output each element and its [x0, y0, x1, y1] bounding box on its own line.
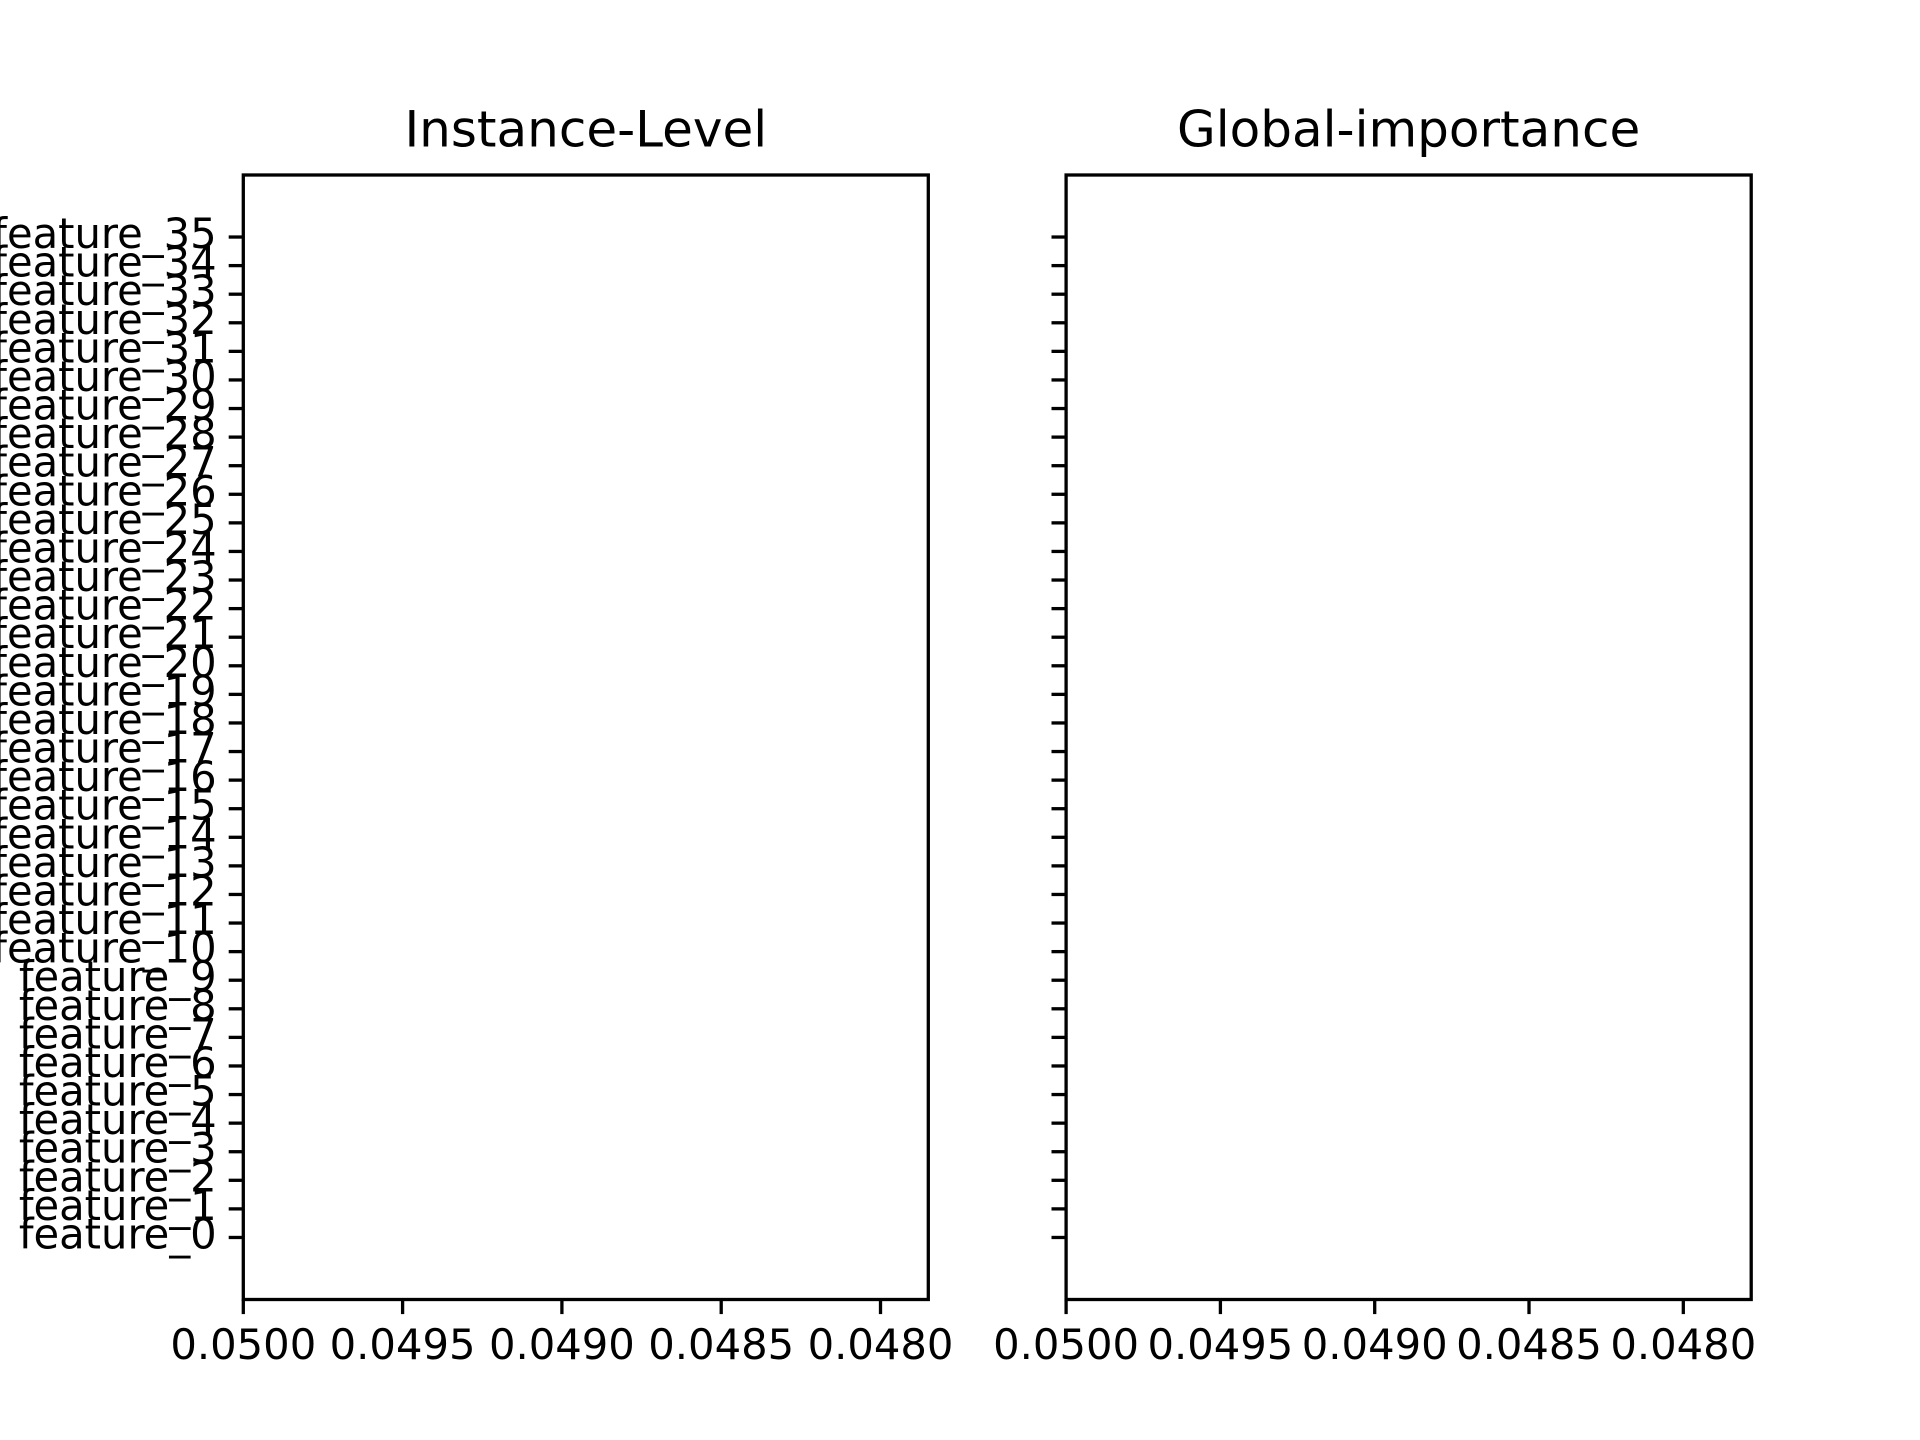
- y-tick-label: feature_21: [0, 609, 217, 658]
- x-tick-label: 0.0490: [489, 1320, 635, 1369]
- y-tick-label: feature_33: [0, 266, 217, 315]
- y-tick-label: feature_18: [0, 695, 217, 744]
- y-tick-label: feature_22: [0, 581, 217, 630]
- y-tick-label: feature_11: [0, 895, 217, 944]
- y-tick-label: feature_0: [19, 1209, 217, 1258]
- y-tick-label: feature_3: [19, 1124, 217, 1173]
- y-tick-label: feature_1: [19, 1181, 217, 1230]
- y-tick-label: feature_10: [0, 924, 217, 973]
- y-tick-label: feature_2: [19, 1152, 217, 1201]
- x-tick-label: 0.0490: [1302, 1320, 1448, 1369]
- axes-frame: [1064, 173, 1753, 1302]
- x-tick-label: 0.0485: [648, 1320, 794, 1369]
- y-tick-label: feature_4: [19, 1095, 217, 1144]
- y-tick-label: feature_17: [0, 724, 217, 773]
- y-tick-label: feature_23: [0, 552, 217, 601]
- y-tick-label: feature_12: [0, 866, 217, 915]
- y-tick-label: feature_20: [0, 638, 217, 687]
- y-tick-label: feature_31: [0, 323, 217, 372]
- y-tick-label: feature_25: [0, 495, 217, 544]
- chart-title: Global-importance: [1177, 101, 1640, 159]
- y-tick-label: feature_35: [0, 209, 217, 258]
- x-tick-label: 0.0500: [170, 1320, 316, 1369]
- y-tick-label: feature_5: [19, 1067, 217, 1116]
- y-tick-label: feature_15: [0, 781, 217, 830]
- y-tick-label: feature_27: [0, 438, 217, 487]
- y-tick-label: feature_34: [0, 238, 217, 287]
- x-tick-label: 0.0495: [330, 1320, 476, 1369]
- y-tick-label: feature_14: [0, 809, 217, 858]
- y-tick-label: feature_16: [0, 752, 217, 801]
- y-tick-label: feature_30: [0, 352, 217, 401]
- y-tick-label: feature_28: [0, 409, 217, 458]
- y-tick-label: feature_32: [0, 295, 217, 344]
- y-tick-label: feature_7: [19, 1009, 217, 1058]
- y-tick-label: feature_26: [0, 466, 217, 515]
- x-tick-label: 0.0485: [1456, 1320, 1602, 1369]
- axes-frame: [241, 173, 930, 1302]
- y-tick-label: feature_9: [19, 952, 217, 1001]
- x-tick-label: 0.0495: [1147, 1320, 1293, 1369]
- y-tick-label: feature_19: [0, 666, 217, 715]
- y-tick-label: feature_13: [0, 838, 217, 887]
- y-tick-label: feature_29: [0, 381, 217, 430]
- x-tick-label: 0.0480: [808, 1320, 954, 1369]
- y-tick-label: feature_8: [19, 981, 217, 1030]
- x-tick-label: 0.0480: [1610, 1320, 1756, 1369]
- y-tick-label: feature_24: [0, 523, 217, 572]
- y-tick-label: feature_6: [19, 1038, 217, 1087]
- chart-title: Instance-Level: [404, 101, 767, 159]
- x-tick-label: 0.0500: [993, 1320, 1139, 1369]
